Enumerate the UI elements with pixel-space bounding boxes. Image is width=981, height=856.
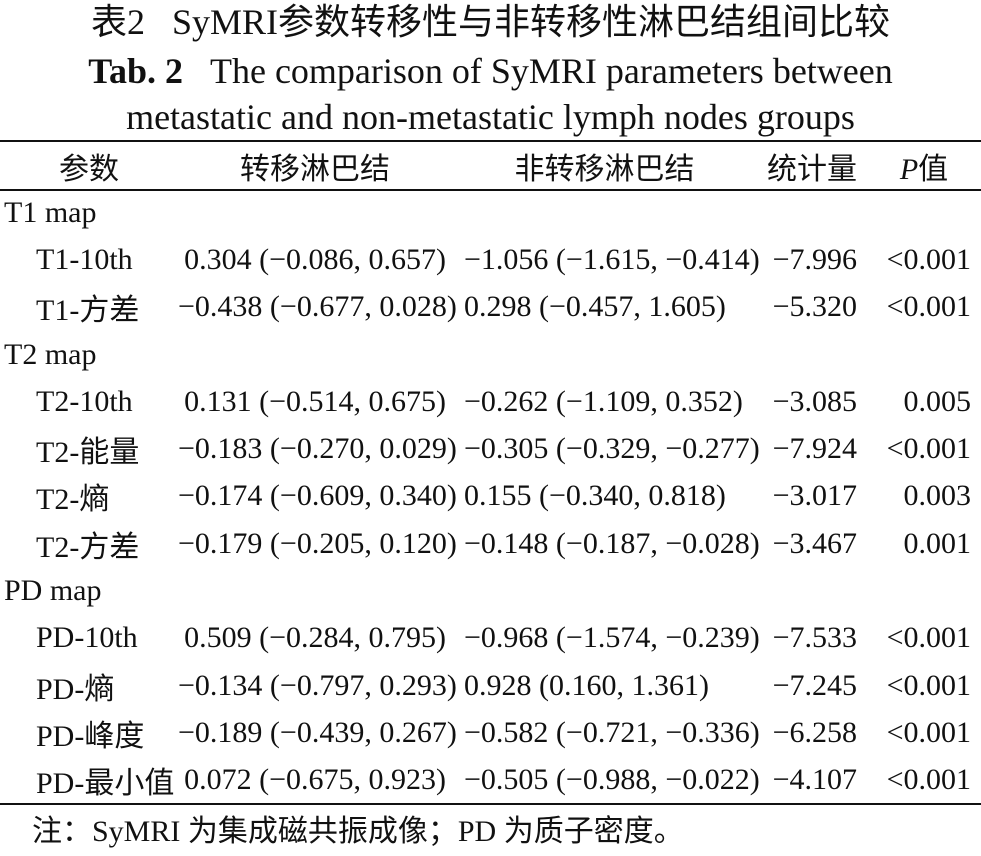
table-row: T1-10th 0.304 (−0.086, 0.657) −1.056 (−1.6… [0,236,981,283]
header-p-value: P值 [867,142,981,189]
group-label: T2 map [4,337,97,371]
cell-statistic: −3.467 [772,526,857,560]
table-row: T2-熵 −0.174 (−0.609, 0.340) 0.155 (−0.340,… [0,473,981,520]
cell-statistic: −7.996 [772,242,857,276]
cell-statistic: −5.320 [772,290,857,324]
cell-param: T2-方差 [36,530,140,564]
cell-p-value: <0.001 [886,763,971,797]
cell-p-value: 0.001 [903,526,972,560]
cell-statistic: −7.245 [772,668,857,702]
cell-non-metastatic: −0.262 (−1.109, 0.352) [464,384,743,418]
table-row: T2-10th 0.131 (−0.514, 0.675) −0.262 (−1.1… [0,378,981,425]
cell-metastatic: −0.189 (−0.439, 0.267) [178,715,457,749]
table-caption-en-line1: The comparison of SyMRI parameters betwe… [209,51,893,91]
group-label: T1 map [4,195,97,229]
cell-p-value: <0.001 [886,290,971,324]
table-row: T2-方差 −0.179 (−0.205, 0.120) −0.148 (−0.18… [0,520,981,567]
table-group-row: PD map [0,567,981,614]
table-row: PD-10th 0.509 (−0.284, 0.795) −0.968 (−1.5… [0,615,981,662]
header-non-metastatic: 非转移淋巴结 [514,152,695,186]
cell-statistic: −3.085 [772,384,857,418]
cell-param: T2-10th [36,384,133,418]
cell-metastatic: −0.183 (−0.270, 0.029) [178,432,457,466]
cell-p-value: <0.001 [886,621,971,655]
table-bottom-rule [0,803,981,805]
header-metastatic: 转移淋巴结 [240,152,390,186]
cell-non-metastatic: 0.928 (0.160, 1.361) [464,668,709,702]
table-title-english: Tab. 2 The comparison of SyMRI parameter… [0,48,981,140]
table-row: T1-方差 −0.438 (−0.677, 0.028) 0.298 (−0.457… [0,284,981,331]
table-row: PD-熵 −0.134 (−0.797, 0.293) 0.928 (0.160, … [0,662,981,709]
cell-statistic: −7.533 [772,621,857,655]
table-footnote: 注：SyMRI 为集成磁共振成像；PD 为质子密度。 [32,815,684,848]
cell-metastatic: 0.509 (−0.284, 0.795) [184,621,446,655]
cell-non-metastatic: −0.582 (−0.721, −0.336) [464,715,760,749]
cell-statistic: −6.258 [772,715,857,749]
header-statistic: 统计量 [767,152,857,186]
cell-metastatic: 0.072 (−0.675, 0.923) [184,763,446,797]
cell-param: PD-最小值 [36,767,175,801]
table-row: PD-最小值 0.072 (−0.675, 0.923) −0.505 (−0.98… [0,757,981,804]
header-param: 参数 [59,152,119,186]
cell-metastatic: 0.131 (−0.514, 0.675) [184,384,446,418]
cell-p-value: <0.001 [886,715,971,749]
cell-metastatic: −0.174 (−0.609, 0.340) [178,479,457,513]
cell-non-metastatic: 0.155 (−0.340, 0.818) [464,479,726,513]
cell-metastatic: −0.179 (−0.205, 0.120) [178,526,457,560]
cell-non-metastatic: −0.305 (−0.329, −0.277) [464,432,760,466]
cell-statistic: −3.017 [772,479,857,513]
cell-param: T2-能量 [36,436,140,470]
table-group-row: T1 map [0,189,981,236]
table-number-cn: 表2 [90,2,145,42]
table-body: T1 map T1-10th 0.304 (−0.086, 0.657) −1.056… [0,189,981,804]
table-number-en: Tab. 2 [88,51,183,91]
cell-metastatic: 0.304 (−0.086, 0.657) [184,242,446,276]
cell-p-value: <0.001 [886,668,971,702]
cell-param: T1-方差 [36,294,140,328]
table-title-chinese: 表2 SyMRI参数转移性与非转移性淋巴结组间比较 [0,2,981,42]
cell-p-value: <0.001 [886,432,971,466]
table-caption-en-line2: metastatic and non-metastatic lymph node… [126,97,855,137]
cell-param: PD-峰度 [36,719,145,753]
cell-p-value: 0.005 [903,384,972,418]
table-row: PD-峰度 −0.189 (−0.439, 0.267) −0.582 (−0.72… [0,709,981,756]
comparison-table: 参数 转移淋巴结 非转移淋巴结 统计量 P值 T1 map T1-10th 0.30… [0,142,981,804]
table-header-rule [0,189,981,191]
group-label: PD map [4,574,102,608]
table-group-row: T2 map [0,331,981,378]
cell-param: PD-10th [36,621,138,655]
cell-non-metastatic: −1.056 (−1.615, −0.414) [464,242,760,276]
cell-param: T1-10th [36,242,133,276]
cell-param: T2-熵 [36,483,110,517]
cell-p-value: <0.001 [886,242,971,276]
table-header-row: 参数 转移淋巴结 非转移淋巴结 统计量 P值 [0,142,981,189]
cell-non-metastatic: 0.298 (−0.457, 1.605) [464,290,726,324]
table-row: T2-能量 −0.183 (−0.270, 0.029) −0.305 (−0.32… [0,425,981,472]
cell-statistic: −4.107 [772,763,857,797]
cell-param: PD-熵 [36,672,115,706]
cell-non-metastatic: −0.148 (−0.187, −0.028) [464,526,760,560]
cell-non-metastatic: −0.505 (−0.988, −0.022) [464,763,760,797]
table-caption-cn: SyMRI参数转移性与非转移性淋巴结组间比较 [171,2,891,42]
table-top-rule [0,140,981,142]
cell-metastatic: −0.438 (−0.677, 0.028) [178,290,457,324]
header-p-letter: P [899,152,919,186]
cell-metastatic: −0.134 (−0.797, 0.293) [178,668,457,702]
header-p-suffix: 值 [918,152,949,186]
cell-statistic: −7.924 [772,432,857,466]
cell-non-metastatic: −0.968 (−1.574, −0.239) [464,621,760,655]
cell-p-value: 0.003 [903,479,972,513]
